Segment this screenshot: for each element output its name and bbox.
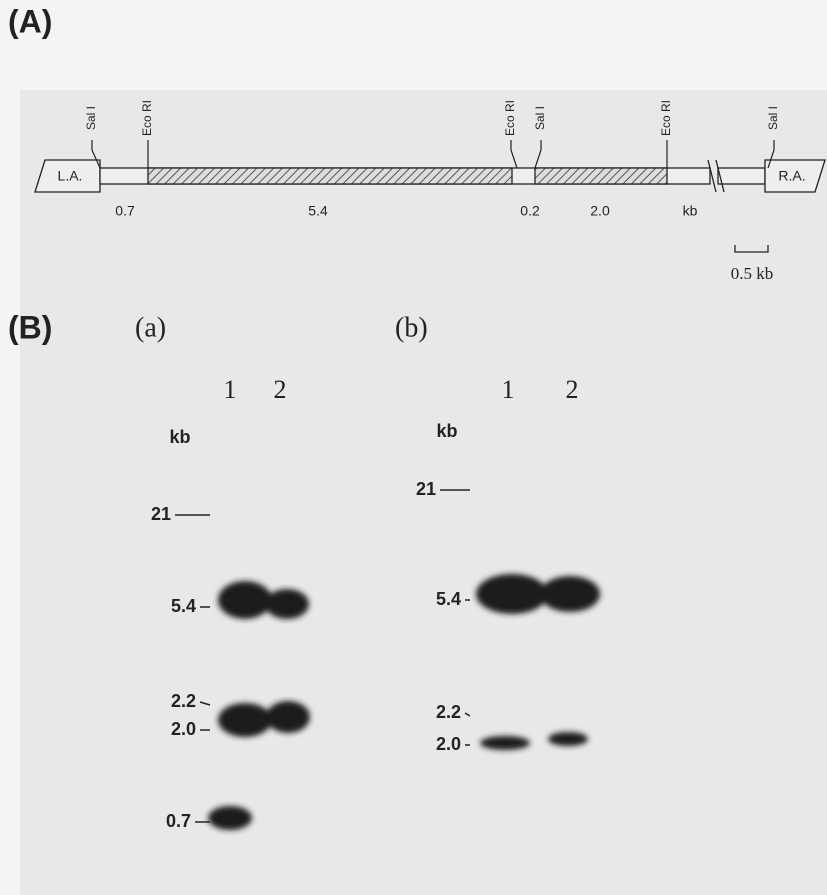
- lane-label: 2: [274, 375, 287, 404]
- hatched-segment: [148, 168, 512, 184]
- marker-label: 21: [416, 479, 436, 499]
- lane-label: 1: [224, 375, 237, 404]
- marker-label: 2.2: [436, 702, 461, 722]
- band: [540, 576, 600, 612]
- gel-label: (a): [135, 312, 166, 343]
- site-label: Sal I: [533, 106, 547, 130]
- panel-label: (A): [8, 3, 52, 39]
- marker-label: 2.0: [171, 719, 196, 739]
- segment-label: 0.2: [520, 203, 540, 219]
- site-label: Eco RI: [140, 100, 154, 136]
- band: [548, 732, 588, 746]
- marker-label: 2.0: [436, 734, 461, 754]
- figure: (A) Sal I Eco RI Eco RI Sal I Eco RI Sal I L.A.…: [0, 0, 827, 895]
- unit-label: kb: [436, 421, 457, 441]
- segment-label: 5.4: [308, 203, 328, 219]
- panel-label: (B): [8, 309, 52, 345]
- band: [480, 736, 530, 750]
- arm-label: R.A.: [778, 168, 805, 184]
- site-label: Eco RI: [503, 100, 517, 136]
- marker-label: 5.4: [171, 596, 196, 616]
- band: [265, 589, 309, 619]
- band: [218, 581, 272, 619]
- unit-label: kb: [169, 427, 190, 447]
- band: [266, 701, 310, 733]
- insert-bar: [718, 168, 765, 184]
- segment-label: kb: [683, 203, 698, 219]
- marker-label: 2.2: [171, 691, 196, 711]
- segment-label: 2.0: [590, 203, 610, 219]
- site-label: Sal I: [766, 106, 780, 130]
- hatched-segment: [535, 168, 667, 184]
- arm-label: L.A.: [58, 168, 83, 184]
- site-label: Eco RI: [659, 100, 673, 136]
- band: [476, 574, 548, 614]
- lane-label: 1: [502, 375, 515, 404]
- gel-label: (b): [395, 312, 428, 343]
- site-label: Sal I: [84, 106, 98, 130]
- marker-label: 0.7: [166, 811, 191, 831]
- marker-label: 5.4: [436, 589, 461, 609]
- band: [208, 806, 252, 830]
- lane-label: 2: [566, 375, 579, 404]
- marker-label: 21: [151, 504, 171, 524]
- scale-label: 0.5 kb: [731, 264, 774, 283]
- segment-label: 0.7: [115, 203, 135, 219]
- band: [218, 703, 272, 737]
